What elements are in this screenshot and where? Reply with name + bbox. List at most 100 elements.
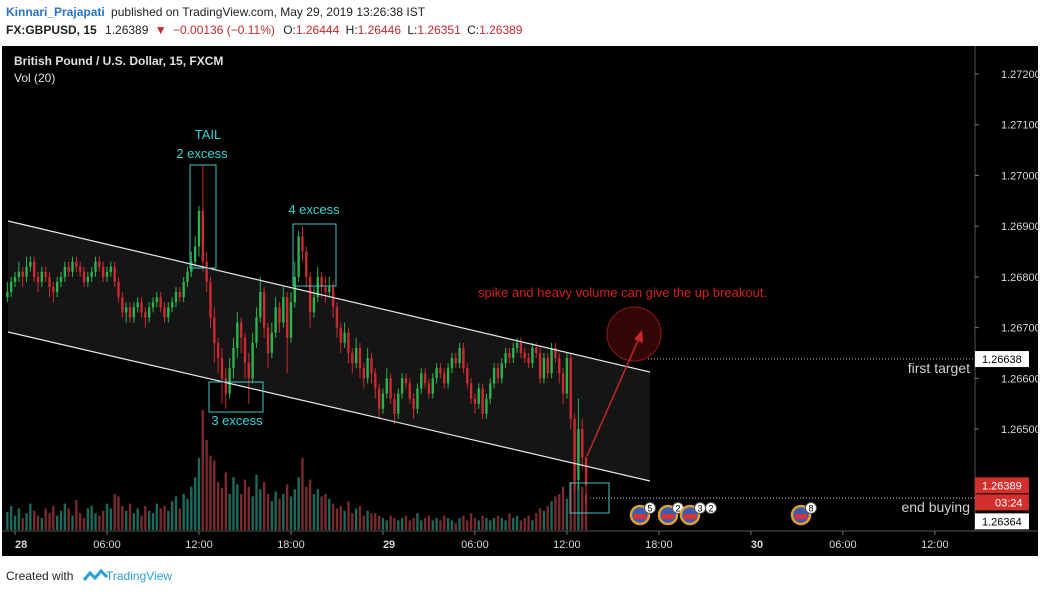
volume-bar	[531, 520, 534, 530]
volume-bar	[128, 503, 132, 530]
candle-body	[523, 352, 526, 359]
ohlc-value: 1.26444	[296, 23, 340, 37]
candle-body	[44, 271, 47, 277]
candle-body	[546, 358, 549, 374]
volume-bar	[17, 508, 21, 530]
x-tick-label: 12:00	[553, 539, 581, 551]
x-tick-label: 18:00	[645, 539, 673, 551]
candle-body	[565, 358, 569, 394]
volume-bar	[358, 506, 362, 530]
volume-bar	[347, 501, 350, 530]
y-tick-label: 1.26900	[1001, 221, 1040, 233]
ohlc-label: C:	[467, 23, 479, 37]
x-tick-label: 30	[751, 539, 763, 551]
candle-body	[477, 388, 480, 404]
volume-bar	[458, 518, 461, 530]
last-price-label: 1.26389	[982, 480, 1022, 492]
volume-bar	[496, 515, 500, 530]
candle-body	[427, 383, 431, 394]
volume-bar	[255, 474, 258, 530]
candle-body	[109, 266, 113, 272]
header-line: Kinnari_Prajapati published on TradingVi…	[6, 5, 426, 19]
volume-bar	[201, 410, 205, 530]
candle-body	[36, 276, 40, 282]
ohlc-label: L:	[407, 23, 417, 37]
volume-bar	[55, 515, 59, 530]
candle-body	[10, 281, 13, 293]
candle-body	[473, 398, 477, 404]
candle-body	[362, 368, 365, 379]
volume-bar	[190, 486, 193, 530]
volume-bar	[454, 522, 457, 530]
channel-fill	[8, 221, 650, 481]
candle-body	[98, 261, 101, 267]
y-tick-label: 1.27100	[1001, 120, 1040, 132]
last-price-tag	[975, 477, 1029, 494]
volume-bar	[519, 520, 523, 530]
volume-bar	[577, 484, 580, 530]
tail-box	[189, 164, 217, 269]
candle-body	[454, 358, 457, 364]
x-tick-label: 12:00	[921, 539, 949, 551]
volume-bar	[136, 508, 139, 530]
volume-bar	[351, 513, 354, 530]
candle-body	[13, 276, 17, 282]
candle-body	[25, 266, 28, 277]
candle-body	[17, 271, 21, 277]
candle-body	[55, 281, 59, 293]
volume-bar	[266, 494, 270, 530]
candle-body	[347, 332, 350, 353]
ohlc-value: 1.26446	[358, 23, 402, 37]
volume-bar	[101, 510, 105, 530]
candle-body	[512, 347, 515, 359]
candle-body	[190, 261, 193, 272]
event-badge	[805, 502, 817, 514]
candle-body	[358, 347, 362, 369]
volume-bar	[167, 510, 170, 530]
candle-body	[101, 266, 105, 277]
volume-bar	[469, 513, 473, 530]
volume-bar	[385, 520, 388, 530]
candle-body	[59, 276, 63, 282]
x-tick-label: 12:00	[185, 539, 213, 551]
candle-body	[293, 276, 296, 303]
event-flag	[634, 514, 646, 519]
volume-bar	[370, 513, 373, 530]
event-flag	[795, 514, 807, 519]
candle-body	[339, 327, 342, 343]
annotation: 4 excess	[288, 202, 340, 217]
event-count: 5	[647, 504, 652, 514]
volume-bar	[515, 515, 519, 530]
candle-body	[251, 342, 254, 379]
candle-body	[278, 307, 281, 323]
event-count: 8	[808, 504, 813, 514]
volume-bar	[220, 488, 224, 530]
volume-bar	[343, 510, 346, 530]
volume-bar	[366, 510, 369, 530]
volume-bar	[182, 494, 185, 530]
candle-body	[481, 388, 484, 414]
volume-bar	[339, 506, 342, 530]
volume-bar	[335, 508, 339, 530]
arrow	[586, 335, 641, 457]
candle-body	[496, 368, 500, 379]
event-badge	[644, 502, 656, 514]
candle-body	[21, 271, 24, 277]
volume-bar	[393, 518, 396, 530]
volume-bar	[554, 496, 557, 530]
candle-body	[6, 292, 9, 298]
candle-body	[485, 398, 488, 414]
volume-bar	[155, 503, 159, 530]
price-tag-label: 1.26638	[982, 354, 1022, 366]
candle-body	[538, 352, 542, 379]
volume-bar	[331, 503, 335, 530]
volume-bar	[420, 520, 423, 530]
y-tick-label: 1.27000	[1001, 170, 1040, 182]
candle-body	[381, 393, 385, 409]
event-badge	[705, 502, 717, 514]
x-tick-label: 18:00	[277, 539, 305, 551]
candle-body	[385, 378, 388, 394]
candle-body	[201, 210, 205, 262]
